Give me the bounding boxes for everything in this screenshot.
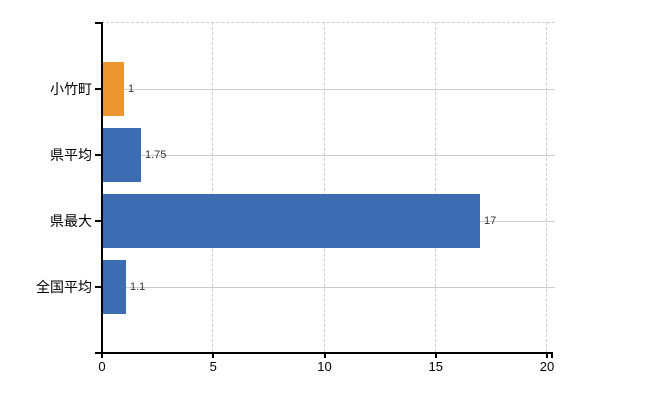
plot-top-border bbox=[101, 22, 555, 23]
bar-value-label: 17 bbox=[484, 215, 497, 227]
vertical-gridline bbox=[212, 22, 214, 352]
bar bbox=[103, 128, 141, 182]
category-tick bbox=[95, 220, 101, 222]
bar-value-label: 1.75 bbox=[145, 149, 167, 161]
y-axis-line bbox=[101, 22, 103, 352]
bar bbox=[103, 194, 480, 248]
y-axis-endcap bbox=[95, 352, 101, 354]
category-tick bbox=[95, 286, 101, 288]
x-tick bbox=[546, 352, 548, 358]
category-label: 県最大 bbox=[50, 213, 92, 229]
horizontal-gridline bbox=[101, 155, 555, 156]
x-axis-line bbox=[101, 352, 553, 354]
x-tick bbox=[101, 352, 103, 358]
horizontal-gridline bbox=[101, 89, 555, 90]
bar-value-label: 1 bbox=[128, 83, 135, 95]
x-tick-label: 20 bbox=[539, 359, 555, 374]
x-tick-label: 0 bbox=[98, 359, 106, 374]
category-tick bbox=[95, 154, 101, 156]
horizontal-gridline bbox=[101, 287, 555, 288]
vertical-gridline bbox=[434, 22, 436, 352]
x-tick bbox=[434, 352, 437, 358]
x-tick-label: 15 bbox=[428, 359, 443, 374]
x-tick-label: 5 bbox=[209, 359, 217, 374]
vertical-gridline bbox=[323, 22, 325, 352]
bar-value-label: 1.1 bbox=[130, 281, 146, 293]
bar bbox=[103, 260, 126, 314]
category-label: 全国平均 bbox=[36, 279, 92, 295]
x-tick-label: 10 bbox=[317, 359, 332, 374]
y-axis-endcap bbox=[95, 22, 101, 24]
category-label: 小竹町 bbox=[50, 81, 92, 97]
x-axis-endcap bbox=[551, 352, 553, 358]
category-tick bbox=[95, 88, 101, 90]
bar bbox=[103, 62, 124, 116]
vertical-gridline bbox=[546, 22, 547, 352]
category-label: 県平均 bbox=[50, 147, 92, 163]
x-tick bbox=[323, 352, 326, 358]
x-tick bbox=[212, 352, 215, 358]
